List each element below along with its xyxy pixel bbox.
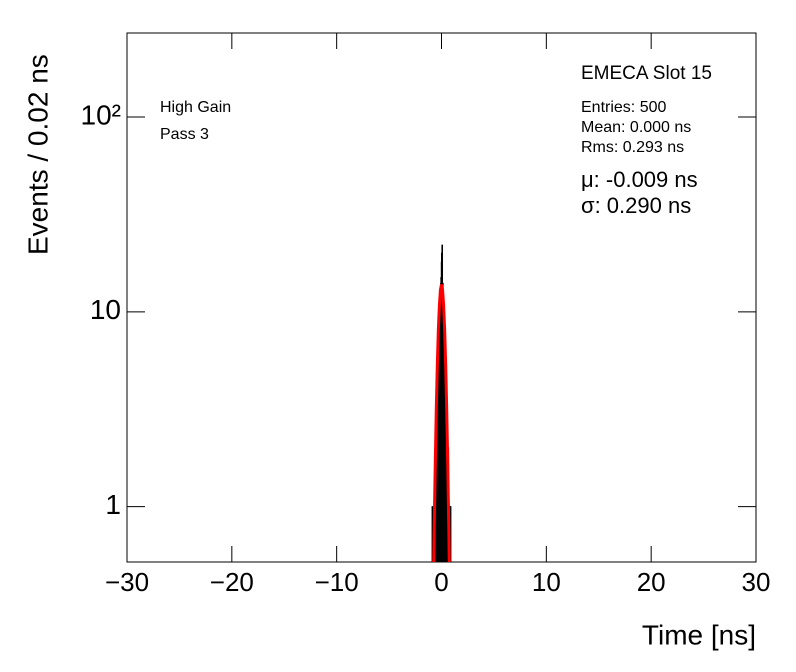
x-axis-title: Time [ns] (642, 619, 756, 650)
x-tick-label: −30 (105, 567, 149, 597)
x-tick-label: −10 (315, 567, 359, 597)
fit-sigma: σ: 0.290 ns (581, 193, 691, 218)
gain-label: High Gain (160, 99, 231, 116)
x-tick-label: 30 (742, 567, 771, 597)
fit-curve (432, 284, 451, 562)
y-tick-label: 1 (105, 489, 121, 520)
panel-title: EMECA Slot 15 (581, 63, 712, 84)
data-layer (431, 244, 452, 562)
fit-mu: μ: -0.009 ns (581, 167, 698, 192)
stat-rms: Rms: 0.293 ns (581, 139, 684, 156)
x-tick-label: −20 (210, 567, 254, 597)
y-tick-label: 10² (81, 99, 121, 130)
pass-label: Pass 3 (160, 126, 209, 143)
x-tick-label: 20 (637, 567, 666, 597)
x-tick-label: 10 (532, 567, 561, 597)
y-axis-title: Events / 0.02 ns (22, 54, 53, 255)
x-tick-label: 0 (434, 567, 448, 597)
stat-mean: Mean: 0.000 ns (581, 119, 691, 136)
y-tick-label: 10 (90, 294, 121, 325)
stat-entries: Entries: 500 (581, 99, 666, 116)
